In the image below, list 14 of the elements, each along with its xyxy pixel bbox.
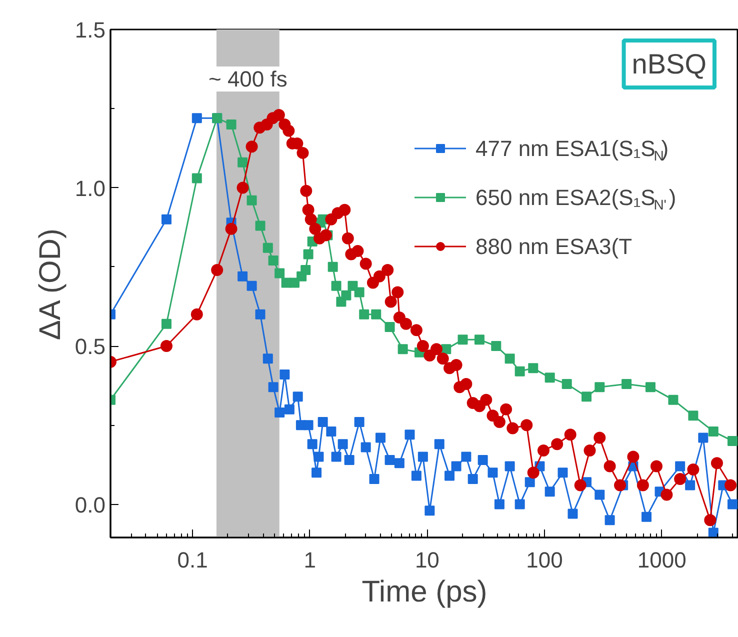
legend-label: 880 nm ESA3(T [476, 234, 632, 259]
x-tick-label: 1000 [637, 548, 686, 572]
band-label: ~ 400 fs [208, 66, 288, 92]
annotation: nBSQ [632, 48, 706, 80]
y-tick-label: 1.0 [74, 176, 106, 201]
y-tick-label: 0.0 [74, 492, 106, 518]
x-tick-label: 10 [414, 548, 440, 572]
y-tick-label: 1.5 [74, 18, 106, 42]
y-tick-label: 0.5 [74, 334, 106, 360]
x-tick-label: 0.1 [177, 548, 208, 572]
x-axis-title: Time (ps) [362, 576, 488, 608]
x-tick-label: 100 [526, 548, 563, 572]
x-tick-label: 1 [304, 548, 316, 572]
y-axis-title: ΔA (OD) [34, 228, 67, 340]
